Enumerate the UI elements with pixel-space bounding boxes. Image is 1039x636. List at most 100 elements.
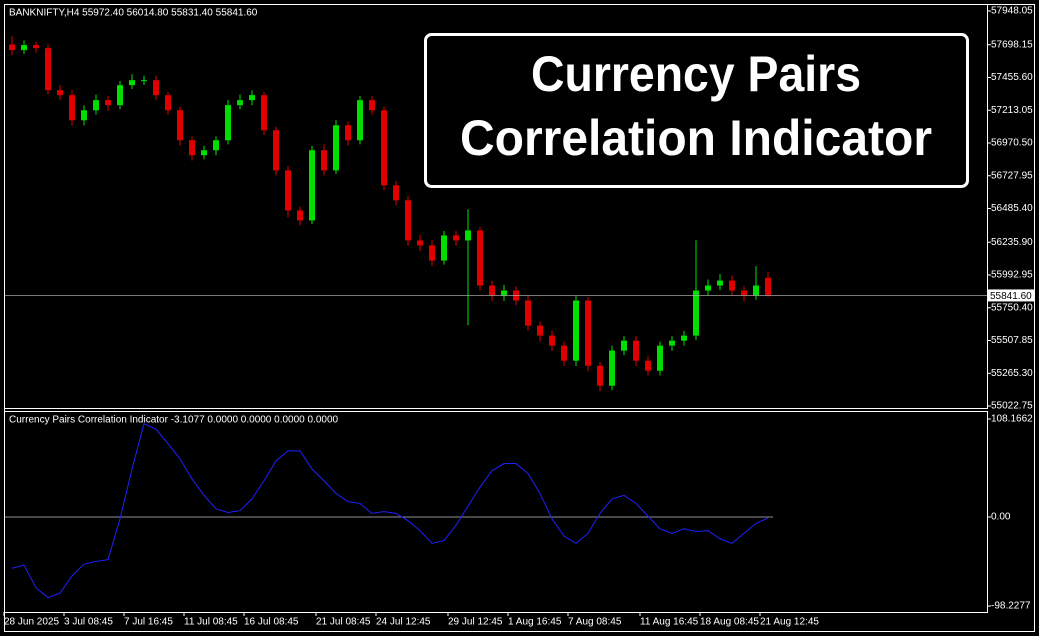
candle-body [273,130,279,171]
candle-body [105,100,111,106]
candle-body [153,80,159,96]
candle-body [69,95,75,121]
y-tick-label: 57698.15 [991,39,1033,50]
candle-body [189,140,195,156]
candle-body [741,290,747,296]
candle-body [405,200,411,241]
candle-body [645,360,651,371]
x-tick-label: 7 Jul 16:45 [124,617,173,628]
y-tick-label: -98.2277 [991,601,1031,612]
candle-body [441,235,447,261]
candle-body [213,140,219,151]
x-tick-label: 28 Jun 2025 [4,617,59,628]
y-tick-label: 55265.30 [991,368,1033,379]
x-tick-label: 11 Jul 08:45 [184,617,238,628]
candle-body [693,290,699,336]
candle-body [177,110,183,141]
candle-body [465,230,471,241]
candle-body [285,170,291,211]
candle-body [549,335,555,346]
x-tick-label: 21 Jul 08:45 [316,617,371,628]
candle-body [633,340,639,361]
candle-body [333,125,339,171]
candle-body [585,300,591,366]
candle-body [201,150,207,156]
candle-body [57,90,63,96]
x-tick-label: 29 Jul 12:45 [448,617,503,628]
candle-body [561,345,567,361]
y-tick-label: 108.1662 [991,414,1033,425]
banner-title: Correlation Indicator [460,110,932,166]
x-tick-label: 7 Aug 08:45 [568,617,622,628]
y-tick-label: 56485.40 [991,203,1033,214]
candle-body [381,110,387,186]
x-tick-label: 11 Aug 16:45 [640,617,699,628]
y-tick-label: 57455.60 [991,72,1033,83]
candle-body [81,110,87,121]
candle-body [357,100,363,141]
candle-body [369,100,375,111]
candle-body [165,95,171,111]
candle-body [477,230,483,286]
y-tick-label: 56727.95 [991,170,1033,181]
candle-body [45,48,51,91]
candle-body [681,335,687,341]
candle-body [141,80,147,82]
candle-body [393,185,399,201]
x-tick-label: 16 Jul 08:45 [244,617,299,628]
indicator-line [11,422,769,599]
candle-body [537,325,543,336]
y-tick-label: 55022.75 [991,401,1033,412]
y-tick-label: 56235.90 [991,237,1033,248]
candle-body [489,285,495,296]
y-tick-label: 57948.05 [991,6,1033,17]
candle-body [225,105,231,141]
y-tick-label: 57213.05 [991,105,1033,116]
candle-body [417,240,423,246]
last-price-label: 55841.60 [990,291,1032,302]
banner-title: Currency Pairs [531,46,861,102]
candle-body [129,80,135,86]
y-tick-label: 55750.40 [991,302,1033,313]
outer-frame [4,4,1035,632]
candle-body [657,345,663,371]
y-tick-label: 55507.85 [991,335,1033,346]
candle-body [117,85,123,106]
candle-body [597,365,603,386]
candle-body [717,280,723,286]
candle-body [237,100,243,106]
candle-body [33,45,39,49]
y-tick-label: 0.00 [991,512,1011,523]
x-tick-label: 24 Jul 12:45 [376,617,431,628]
y-tick-label: 56970.50 [991,138,1033,149]
candle-body [9,44,15,51]
candle-body [429,245,435,261]
candle-body [753,285,759,296]
x-tick-label: 18 Aug 08:45 [700,617,759,628]
indicator-label: Currency Pairs Correlation Indicator -3.… [9,415,339,426]
candle-body [573,300,579,361]
candle-body [261,95,267,131]
x-tick-label: 1 Aug 16:45 [508,617,562,628]
candle-body [729,280,735,291]
candle-body [345,125,351,141]
candle-body [501,290,507,296]
candle-body [309,150,315,221]
candle-body [705,285,711,291]
x-tick-label: 3 Jul 08:45 [64,617,113,628]
candle-body [525,300,531,326]
candle-body [621,340,627,351]
candle-body [609,350,615,386]
last-price-box [987,289,1034,302]
symbol-header: BANKNIFTY,H4 55972.40 56014.80 55831.40 … [9,8,258,19]
candle-body [93,100,99,111]
candle-body [765,277,771,296]
candle-body [321,150,327,171]
candle-body [21,45,27,51]
candle-body [249,95,255,101]
y-tick-label: 55992.95 [991,270,1033,281]
banner-box [424,33,969,188]
candle-body [297,210,303,221]
candle-body [669,340,675,346]
